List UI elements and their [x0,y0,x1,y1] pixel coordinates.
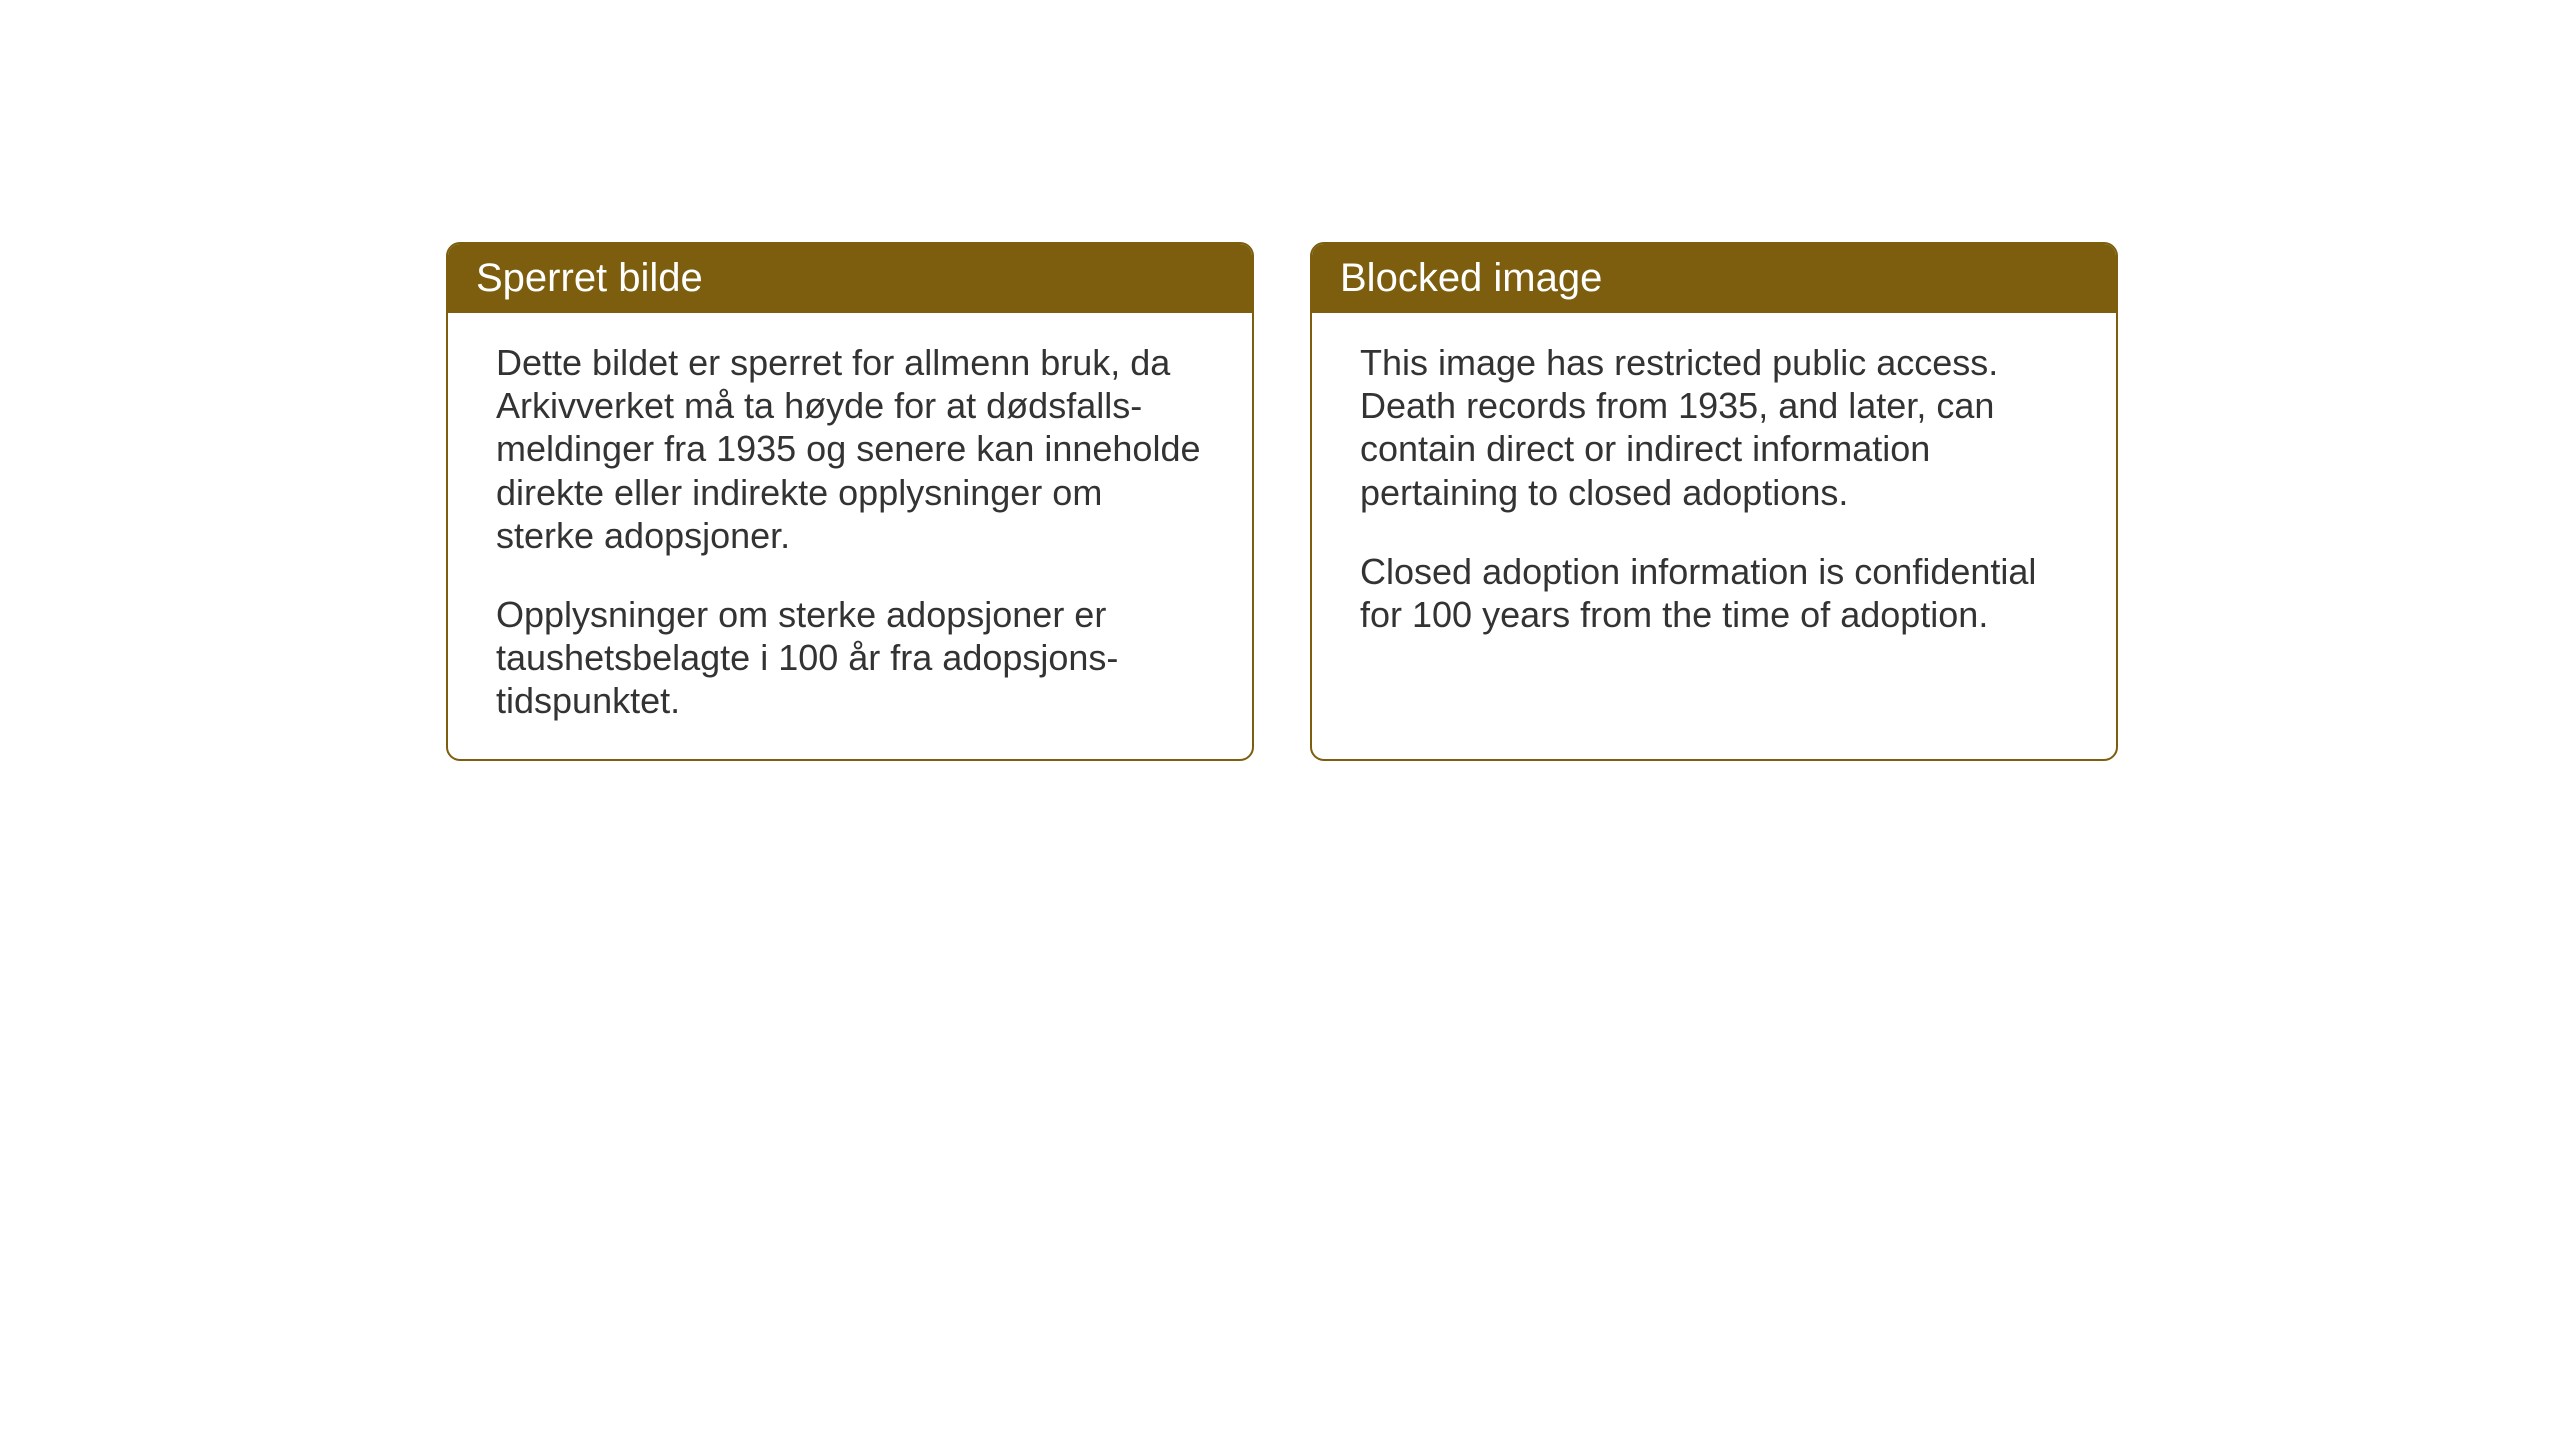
notice-card-english: Blocked image This image has restricted … [1310,242,2118,761]
card-body-norwegian: Dette bildet er sperret for allmenn bruk… [448,313,1252,759]
notice-paragraph: This image has restricted public access.… [1360,341,2068,514]
card-header-norwegian: Sperret bilde [448,244,1252,313]
notice-paragraph: Opplysninger om sterke adopsjoner er tau… [496,593,1204,723]
card-body-english: This image has restricted public access.… [1312,313,2116,757]
notice-paragraph: Closed adoption information is confident… [1360,550,2068,636]
card-header-english: Blocked image [1312,244,2116,313]
notice-paragraph: Dette bildet er sperret for allmenn bruk… [496,341,1204,557]
notice-card-norwegian: Sperret bilde Dette bildet er sperret fo… [446,242,1254,761]
notice-cards-container: Sperret bilde Dette bildet er sperret fo… [446,242,2118,761]
